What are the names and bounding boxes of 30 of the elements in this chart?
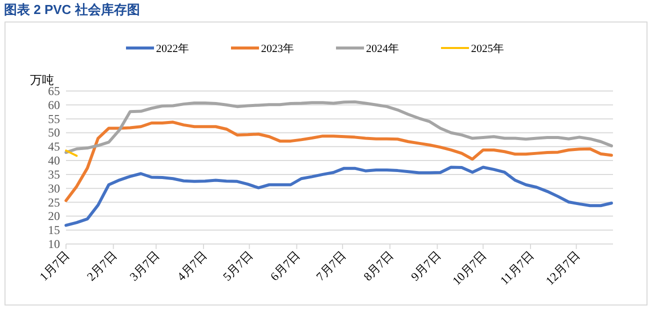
x-tick-label: 4月7日 — [174, 248, 210, 284]
legend-label: 2022年 — [156, 43, 189, 55]
y-tick-label: 15 — [48, 223, 60, 238]
y-tick-label: 25 — [48, 195, 60, 210]
y-tick-label: 65 — [48, 84, 60, 98]
legend-label: 2024年 — [366, 43, 399, 55]
x-tick-label: 1月7日 — [36, 248, 72, 284]
y-tick-label: 10 — [48, 237, 60, 251]
y-axis-title: 万吨 — [30, 73, 54, 87]
y-tick-label: 30 — [48, 181, 60, 196]
y-tick-label: 45 — [48, 140, 60, 154]
y-tick-label: 50 — [48, 126, 60, 140]
x-tick-label: 7月7日 — [313, 248, 349, 284]
legend-label: 2025年 — [471, 43, 504, 55]
x-tick-label: 9月7日 — [408, 248, 444, 284]
x-tick-label: 11月7日 — [497, 248, 537, 288]
y-tick-label: 60 — [48, 98, 60, 112]
y-tick-label: 35 — [48, 167, 60, 182]
x-tick-label: 3月7日 — [126, 248, 162, 284]
x-tick-label: 6月7日 — [267, 248, 303, 284]
x-tick-label: 2月7日 — [84, 248, 120, 284]
x-tick-label: 5月7日 — [220, 248, 256, 284]
y-tick-label: 55 — [48, 112, 60, 126]
x-tick-label: 12月7日 — [542, 248, 582, 288]
y-tick-label: 40 — [48, 154, 60, 168]
x-tick-label: 8月7日 — [360, 248, 396, 284]
legend-label: 2023年 — [261, 43, 294, 55]
y-tick-label: 20 — [48, 209, 60, 224]
chart-title: 图表 2 PVC 社会库存图 — [4, 2, 140, 17]
x-tick-label: 10月7日 — [450, 248, 490, 288]
